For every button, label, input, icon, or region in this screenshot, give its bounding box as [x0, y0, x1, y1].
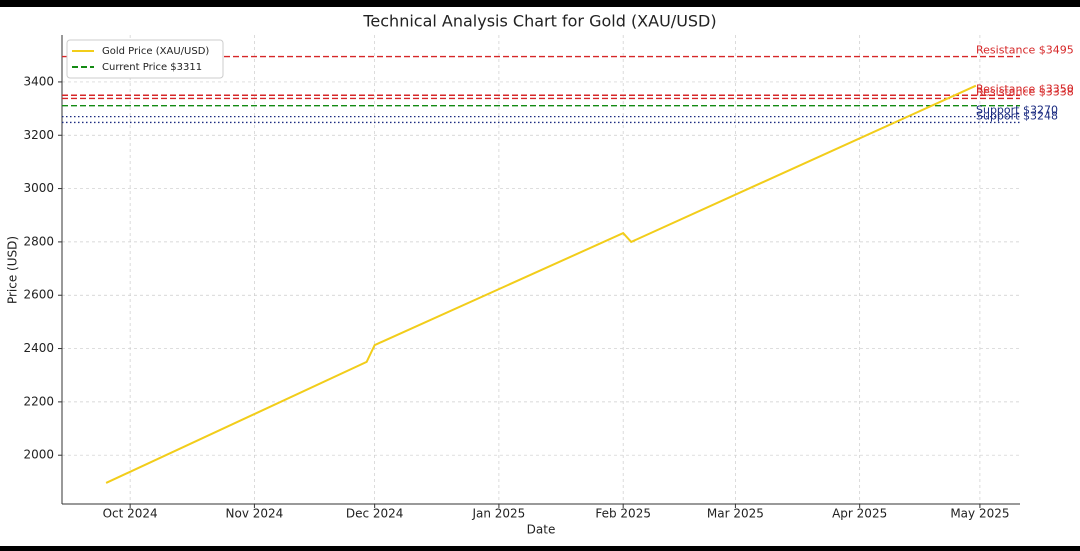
- price-line: [105, 84, 977, 484]
- chart-title: Technical Analysis Chart for Gold (XAU/U…: [362, 12, 716, 31]
- x-axis-label: Date: [527, 523, 556, 537]
- x-tick-label: Jan 2025: [471, 507, 525, 521]
- reference-label: Support $3248: [976, 109, 1058, 122]
- y-tick-label: 2800: [23, 234, 54, 248]
- y-tick-label: 2200: [23, 394, 54, 408]
- y-tick-label: 2600: [23, 288, 54, 302]
- legend-box: [66, 39, 224, 79]
- reference-label: Resistance $3495: [976, 44, 1074, 57]
- reference-label: Support $3270: [976, 104, 1058, 117]
- y-tick-label: 3000: [23, 181, 54, 195]
- legend-label: Current Price $3311: [102, 62, 202, 73]
- y-tick-label: 3200: [23, 128, 54, 142]
- y-axis-label: Price (USD): [6, 236, 20, 304]
- x-tick-label: Nov 2024: [226, 507, 284, 521]
- reference-label: Resistance $3338: [976, 85, 1074, 98]
- y-tick-label: 2000: [23, 448, 54, 462]
- x-tick-label: Mar 2025: [707, 507, 764, 521]
- x-tick-label: Dec 2024: [346, 507, 404, 521]
- x-tick-label: Feb 2025: [595, 507, 651, 521]
- x-tick-label: Apr 2025: [832, 507, 887, 521]
- background: [0, 7, 1080, 546]
- reference-label: Resistance $3350: [976, 82, 1074, 95]
- y-tick-label: 2400: [23, 341, 54, 355]
- x-tick-label: May 2025: [950, 507, 1009, 521]
- x-tick-label: Oct 2024: [103, 507, 158, 521]
- legend-label: Gold Price (XAU/USD): [102, 46, 209, 57]
- y-tick-label: 3400: [23, 74, 54, 88]
